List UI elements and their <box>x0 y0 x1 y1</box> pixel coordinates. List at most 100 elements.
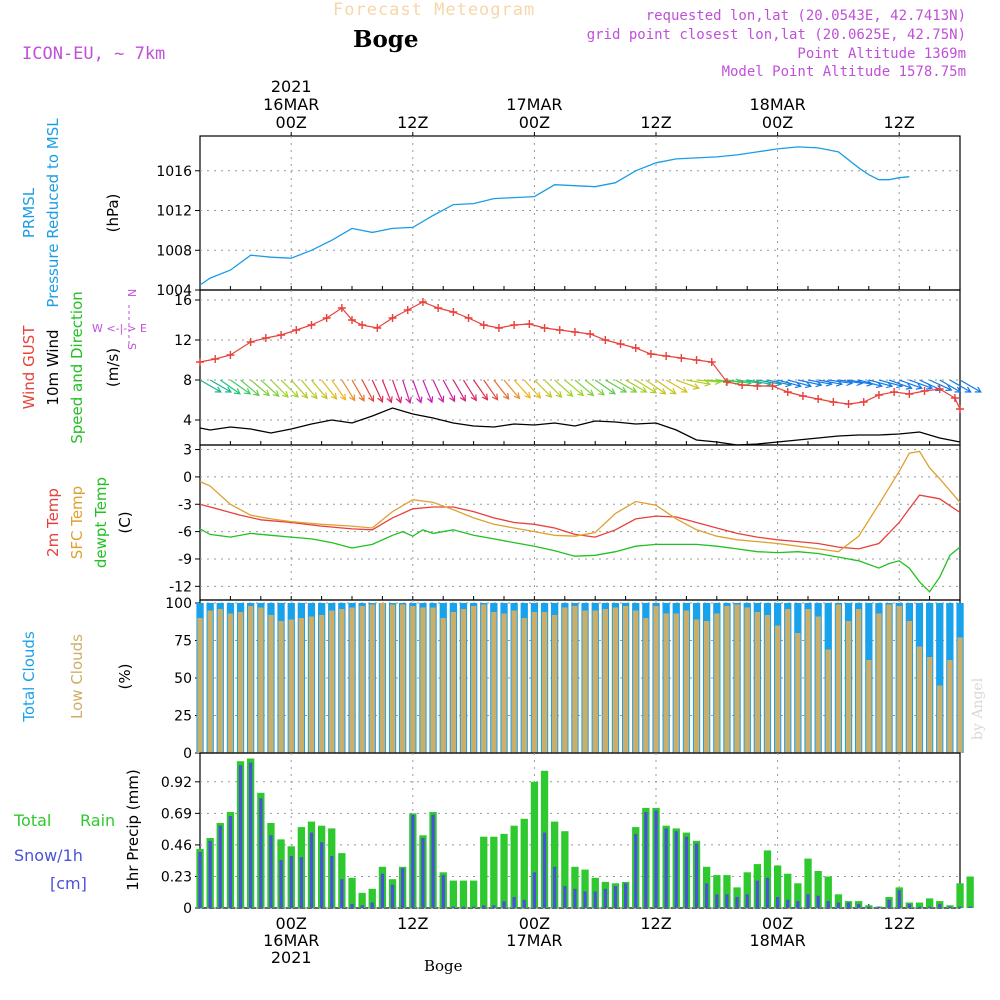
wind-barb <box>554 379 573 397</box>
bar-low-clouds <box>612 607 619 753</box>
series-line-sfc-temp <box>199 450 961 553</box>
bar-snow <box>330 855 334 908</box>
gust-marker <box>358 321 367 329</box>
bar-low-clouds <box>704 621 710 753</box>
bar-low-clouds <box>460 609 467 753</box>
bar-snow <box>411 814 415 908</box>
bar-low-clouds <box>795 633 801 753</box>
panel-label-clouds: Low Clouds <box>68 634 86 719</box>
wind-barb <box>696 379 721 383</box>
bar-low-clouds <box>511 610 517 753</box>
bar-snow <box>958 906 962 908</box>
top-time-label: 00Z <box>762 113 793 132</box>
wind-barb-head <box>358 394 365 402</box>
wind-barb-head <box>513 392 521 400</box>
bar-total-rain <box>926 898 934 908</box>
bar-low-clouds <box>491 612 497 753</box>
panel-label-temperature: (C) <box>116 511 134 533</box>
wind-barb-head <box>692 383 700 390</box>
bar-total-rain <box>358 892 366 908</box>
gust-marker <box>307 321 316 329</box>
bar-snow <box>309 832 314 908</box>
wind-barb <box>402 379 411 403</box>
bar-snow <box>806 894 810 908</box>
series-line-10m-wind <box>199 407 961 446</box>
bar-low-clouds <box>430 607 436 753</box>
bar-snow <box>857 903 861 908</box>
bar-low-clouds <box>927 657 933 753</box>
wind-barb <box>209 379 232 393</box>
bar-total-rain <box>551 821 559 908</box>
bar-low-clouds <box>693 619 700 753</box>
panel-label-wind: Speed and Direction <box>68 291 86 444</box>
wind-barb <box>361 379 374 402</box>
wind-barb <box>818 379 842 385</box>
wind-barb-head <box>524 391 532 399</box>
wind-barb-head <box>608 388 616 395</box>
wind-barb-head <box>945 384 953 392</box>
gust-marker <box>631 344 640 352</box>
bar-low-clouds <box>389 604 396 753</box>
bar-low-clouds <box>876 613 882 753</box>
gust-marker <box>738 381 747 389</box>
wind-barb-head <box>886 381 894 389</box>
panel-frame-pressure <box>199 135 961 291</box>
wind-barb <box>219 379 241 395</box>
wind-barb <box>777 379 801 387</box>
gust-marker <box>753 382 762 390</box>
series-line-2m-temp <box>199 494 961 550</box>
bar-snow <box>320 842 324 908</box>
panel-frame-temperature <box>199 444 961 601</box>
wind-barb <box>686 379 711 385</box>
wind-barb-head <box>502 392 510 400</box>
y-tick-label-wind: 12 <box>174 333 192 349</box>
wind-barb-head <box>650 387 658 394</box>
bar-low-clouds <box>552 615 558 753</box>
bar-snow <box>735 897 739 908</box>
bar-low-clouds <box>227 613 234 753</box>
bar-low-clouds <box>471 606 477 753</box>
bar-total-rain <box>713 875 721 908</box>
wind-barb <box>351 379 365 402</box>
wind-barb <box>371 379 383 403</box>
bar-total-rain <box>470 880 478 908</box>
bar-snow <box>613 886 618 908</box>
gust-marker <box>844 400 853 408</box>
gust-marker <box>464 314 473 322</box>
gust-marker <box>601 336 610 344</box>
bar-low-clouds <box>298 618 304 753</box>
bar-low-clouds <box>450 612 456 753</box>
gust-marker <box>616 340 625 348</box>
bar-low-clouds <box>734 604 740 753</box>
requested-coords: requested lon,lat (20.0543E, 42.7413N) <box>645 8 966 24</box>
y-tick-label-wind: 4 <box>183 413 192 429</box>
bottom-time-label: 12Z <box>640 914 671 933</box>
panel-label-pressure: (hPa) <box>104 194 122 233</box>
wind-barb-head <box>214 386 222 393</box>
bar-low-clouds <box>400 604 406 753</box>
wind-barb <box>473 379 488 401</box>
bar-low-clouds <box>744 607 750 753</box>
bottom-station-label: Boge <box>424 957 463 975</box>
bar-low-clouds <box>329 610 335 753</box>
bar-snow <box>350 903 354 908</box>
bar-total-rain <box>480 836 488 908</box>
panel-label-temperature: SFC Temp <box>68 486 86 559</box>
wind-barb <box>564 379 584 396</box>
wind-barb <box>909 379 933 389</box>
wind-barb <box>280 379 299 398</box>
bar-snow <box>846 902 851 908</box>
bar-snow <box>644 812 648 908</box>
bar-low-clouds <box>633 610 639 753</box>
y-tick-label-temperature: -6 <box>178 525 192 541</box>
bar-low-clouds <box>673 613 679 753</box>
wind-barb-head <box>620 386 628 393</box>
bar-snow <box>755 880 759 908</box>
model-label: ICON-EU, ~ 7km <box>22 44 166 64</box>
wind-barb-head <box>659 388 667 395</box>
bar-low-clouds <box>359 606 365 753</box>
bar-total-rain <box>834 894 843 908</box>
gust-marker <box>692 356 701 364</box>
bar-low-clouds <box>805 609 811 753</box>
gust-marker <box>348 316 356 324</box>
